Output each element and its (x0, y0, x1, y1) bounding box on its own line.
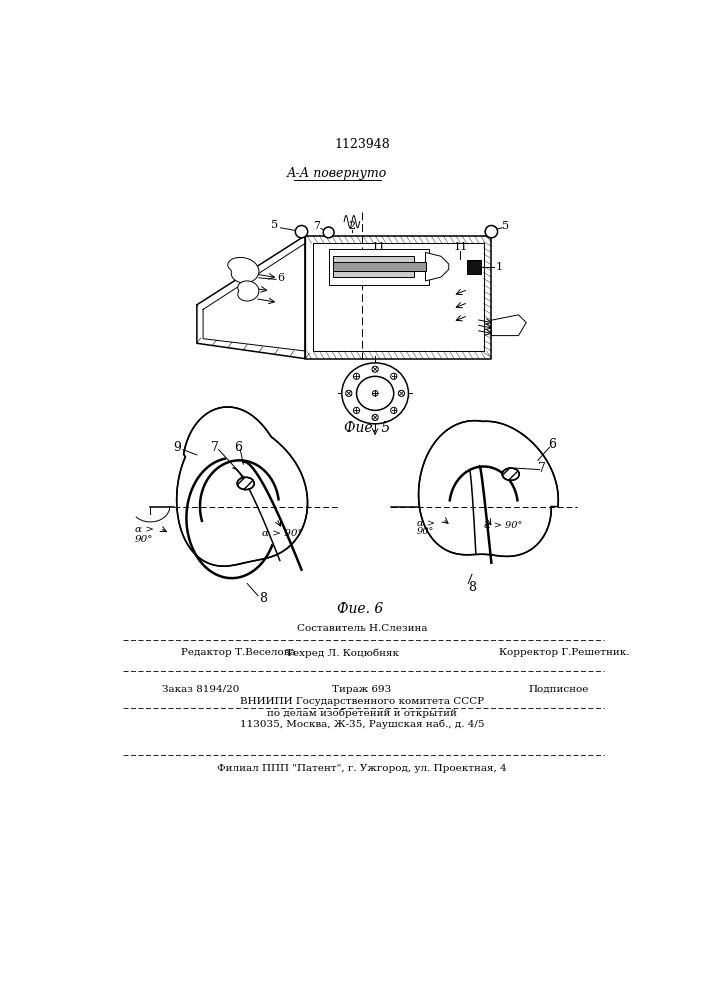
Text: 7: 7 (538, 462, 546, 475)
Ellipse shape (502, 468, 519, 480)
Circle shape (296, 225, 308, 238)
Text: 5: 5 (271, 220, 278, 230)
Polygon shape (228, 257, 259, 283)
Text: Составитель Н.Слезина: Составитель Н.Слезина (297, 624, 427, 633)
Circle shape (485, 225, 498, 238)
Polygon shape (491, 315, 526, 336)
Circle shape (373, 391, 378, 396)
Text: Техред Л. Коцюбняк: Техред Л. Коцюбняк (286, 648, 399, 658)
Circle shape (346, 390, 352, 396)
Bar (467, 260, 481, 274)
Text: 1123948: 1123948 (334, 138, 390, 151)
Text: 8: 8 (468, 581, 476, 594)
Text: Фие. 5: Фие. 5 (344, 421, 390, 435)
Text: по делам изобретений и открытий: по делам изобретений и открытий (267, 708, 457, 718)
Circle shape (391, 373, 397, 379)
Text: Корректор Г.Решетник.: Корректор Г.Решетник. (499, 648, 630, 657)
Circle shape (398, 390, 404, 396)
Text: α >: α > (416, 519, 434, 528)
Text: 11: 11 (372, 242, 386, 252)
Text: 90°: 90° (135, 535, 153, 544)
Circle shape (391, 407, 397, 413)
Text: α > 90°: α > 90° (484, 521, 522, 530)
Text: Филиал ППП "Патент", г. Ужгород, ул. Проектная, 4: Филиал ППП "Патент", г. Ужгород, ул. Про… (217, 764, 507, 773)
Text: α > 90°: α > 90° (262, 529, 303, 538)
Text: 2: 2 (349, 221, 356, 231)
Polygon shape (426, 252, 449, 281)
Text: 7: 7 (313, 221, 320, 231)
Polygon shape (177, 407, 308, 566)
Circle shape (354, 407, 360, 413)
Text: 6: 6 (548, 438, 556, 451)
Text: 5: 5 (502, 221, 509, 231)
Text: 6: 6 (277, 273, 284, 283)
Ellipse shape (356, 376, 394, 410)
Text: 1: 1 (495, 262, 503, 272)
Text: 90°: 90° (417, 527, 434, 536)
Text: ВНИИПИ Государственного комитета СССР: ВНИИПИ Государственного комитета СССР (240, 697, 484, 706)
Text: Редактор Т.Веселова: Редактор Т.Веселова (182, 648, 296, 657)
Bar (329, 249, 429, 285)
Circle shape (372, 414, 378, 421)
Circle shape (372, 366, 378, 372)
Bar (332, 256, 414, 277)
Bar (332, 262, 426, 271)
Text: 11: 11 (453, 242, 467, 252)
Text: 113035, Москва, Ж-35, Раушская наб., д. 4/5: 113035, Москва, Ж-35, Раушская наб., д. … (240, 720, 484, 729)
Ellipse shape (237, 477, 255, 490)
Text: 9: 9 (173, 441, 182, 454)
Text: 8: 8 (259, 592, 267, 605)
Text: А-А повернуто: А-А повернуто (286, 167, 387, 180)
Text: α >: α > (134, 525, 153, 534)
Circle shape (354, 373, 360, 379)
Polygon shape (238, 281, 259, 301)
Text: Тираж 693: Тираж 693 (332, 685, 392, 694)
Ellipse shape (341, 363, 409, 424)
Text: 6: 6 (234, 441, 242, 454)
Text: 13: 13 (506, 323, 520, 333)
Text: Подписное: Подписное (529, 685, 589, 694)
Polygon shape (419, 421, 559, 556)
Text: Заказ 8194/20: Заказ 8194/20 (162, 685, 240, 694)
Text: Фие. 6: Фие. 6 (337, 602, 382, 616)
Circle shape (323, 227, 334, 238)
Text: 7: 7 (211, 441, 218, 454)
